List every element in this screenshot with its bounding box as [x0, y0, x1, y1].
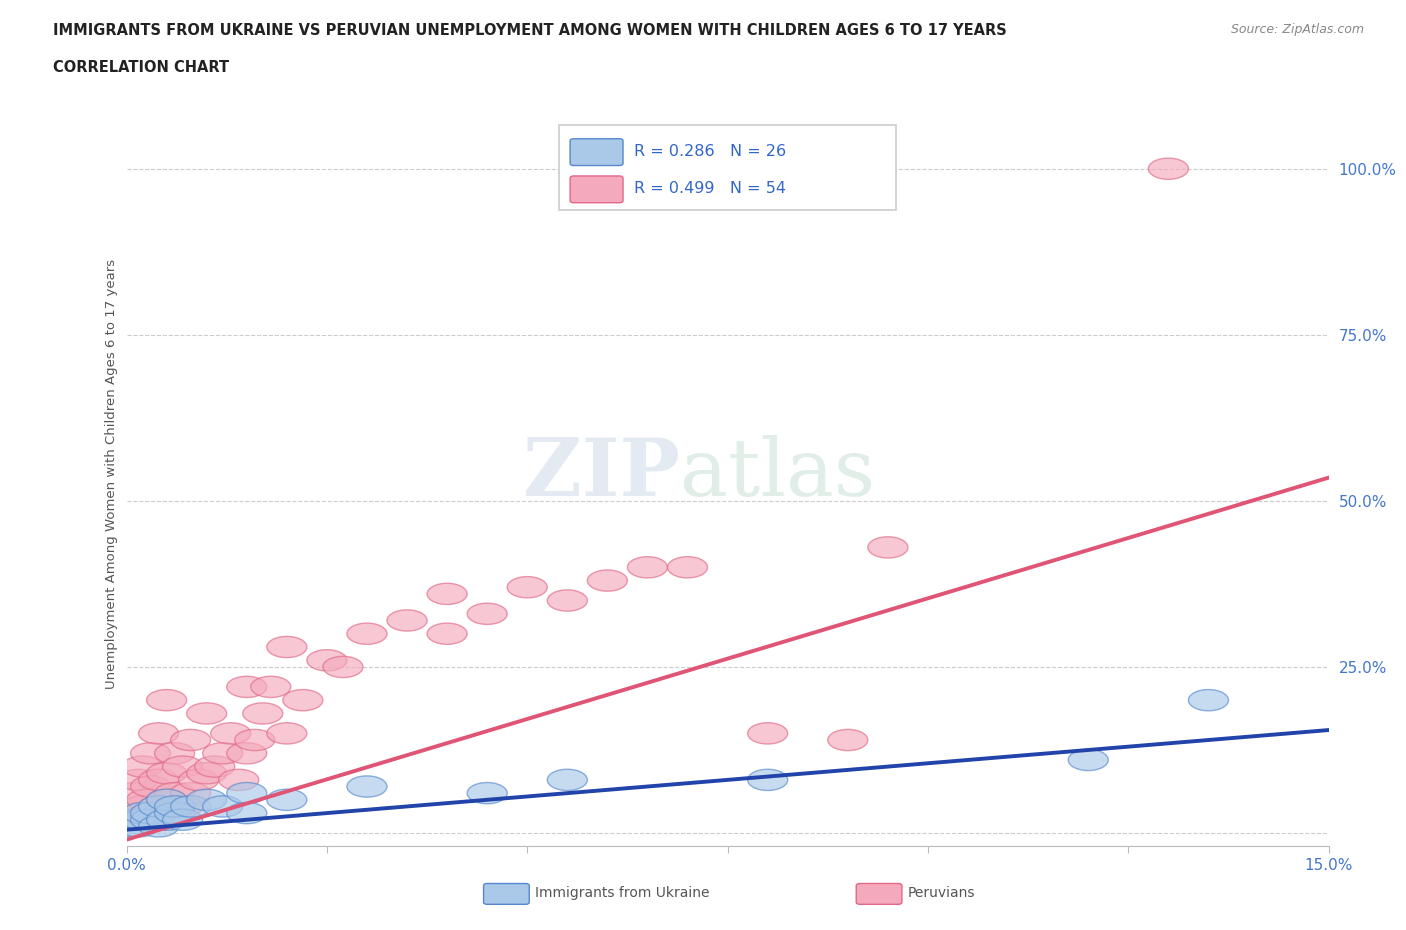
Ellipse shape	[146, 790, 187, 810]
Text: ZIP: ZIP	[523, 435, 679, 513]
Ellipse shape	[187, 790, 226, 810]
Ellipse shape	[155, 782, 194, 804]
Ellipse shape	[163, 756, 202, 777]
Ellipse shape	[114, 803, 155, 824]
Ellipse shape	[202, 743, 243, 764]
FancyBboxPatch shape	[856, 884, 901, 904]
Ellipse shape	[111, 816, 150, 837]
Ellipse shape	[202, 796, 243, 817]
Text: R = 0.286   N = 26: R = 0.286 N = 26	[634, 144, 786, 159]
Ellipse shape	[226, 676, 267, 698]
Ellipse shape	[1149, 158, 1188, 179]
Ellipse shape	[114, 809, 155, 830]
Ellipse shape	[122, 803, 163, 824]
Ellipse shape	[828, 729, 868, 751]
Ellipse shape	[139, 769, 179, 790]
Ellipse shape	[868, 537, 908, 558]
Ellipse shape	[118, 816, 159, 837]
Ellipse shape	[547, 590, 588, 611]
Ellipse shape	[146, 689, 187, 711]
Text: R = 0.499   N = 54: R = 0.499 N = 54	[634, 181, 786, 196]
Ellipse shape	[179, 769, 219, 790]
Ellipse shape	[139, 723, 179, 744]
Ellipse shape	[211, 723, 250, 744]
Ellipse shape	[187, 763, 226, 784]
Ellipse shape	[146, 763, 187, 784]
Ellipse shape	[170, 729, 211, 751]
Ellipse shape	[243, 703, 283, 724]
Ellipse shape	[170, 782, 211, 804]
Ellipse shape	[163, 796, 202, 817]
Ellipse shape	[194, 756, 235, 777]
Ellipse shape	[668, 557, 707, 578]
Ellipse shape	[627, 557, 668, 578]
Ellipse shape	[1069, 750, 1108, 771]
Ellipse shape	[219, 769, 259, 790]
Text: IMMIGRANTS FROM UKRAINE VS PERUVIAN UNEMPLOYMENT AMONG WOMEN WITH CHILDREN AGES : IMMIGRANTS FROM UKRAINE VS PERUVIAN UNEM…	[53, 23, 1007, 38]
Ellipse shape	[427, 623, 467, 644]
Ellipse shape	[131, 803, 170, 824]
Ellipse shape	[155, 803, 194, 824]
Ellipse shape	[226, 782, 267, 804]
Ellipse shape	[131, 803, 170, 824]
Ellipse shape	[139, 796, 179, 817]
Ellipse shape	[250, 676, 291, 698]
Ellipse shape	[323, 657, 363, 678]
Ellipse shape	[122, 756, 163, 777]
Ellipse shape	[146, 790, 187, 810]
Y-axis label: Unemployment Among Women with Children Ages 6 to 17 years: Unemployment Among Women with Children A…	[105, 259, 118, 689]
Ellipse shape	[588, 570, 627, 591]
Ellipse shape	[283, 689, 323, 711]
Ellipse shape	[427, 583, 467, 604]
Ellipse shape	[139, 816, 179, 837]
Ellipse shape	[547, 769, 588, 790]
Ellipse shape	[347, 623, 387, 644]
Ellipse shape	[347, 776, 387, 797]
Ellipse shape	[467, 604, 508, 624]
FancyBboxPatch shape	[484, 884, 529, 904]
Ellipse shape	[146, 809, 187, 830]
Text: CORRELATION CHART: CORRELATION CHART	[53, 60, 229, 75]
Ellipse shape	[127, 790, 166, 810]
Ellipse shape	[131, 776, 170, 797]
Ellipse shape	[122, 809, 163, 830]
Ellipse shape	[155, 796, 194, 817]
FancyBboxPatch shape	[569, 176, 623, 203]
Ellipse shape	[187, 703, 226, 724]
Ellipse shape	[748, 723, 787, 744]
Ellipse shape	[267, 790, 307, 810]
Ellipse shape	[163, 809, 202, 830]
Text: Peruvians: Peruvians	[908, 886, 976, 900]
Ellipse shape	[170, 796, 211, 817]
Ellipse shape	[307, 650, 347, 671]
Ellipse shape	[131, 809, 170, 830]
Ellipse shape	[155, 743, 194, 764]
FancyBboxPatch shape	[560, 125, 896, 210]
Ellipse shape	[267, 723, 307, 744]
Text: Source: ZipAtlas.com: Source: ZipAtlas.com	[1230, 23, 1364, 36]
Ellipse shape	[122, 796, 163, 817]
Ellipse shape	[131, 743, 170, 764]
Ellipse shape	[748, 769, 787, 790]
Ellipse shape	[114, 782, 155, 804]
Ellipse shape	[387, 610, 427, 631]
Ellipse shape	[267, 636, 307, 658]
Ellipse shape	[226, 803, 267, 824]
Ellipse shape	[118, 809, 159, 830]
Ellipse shape	[508, 577, 547, 598]
Ellipse shape	[111, 809, 150, 830]
Text: atlas: atlas	[679, 435, 875, 513]
Ellipse shape	[118, 769, 159, 790]
FancyBboxPatch shape	[569, 139, 623, 166]
Ellipse shape	[226, 743, 267, 764]
Ellipse shape	[139, 796, 179, 817]
Ellipse shape	[235, 729, 274, 751]
Ellipse shape	[467, 782, 508, 804]
Text: Immigrants from Ukraine: Immigrants from Ukraine	[536, 886, 710, 900]
Ellipse shape	[1188, 689, 1229, 711]
